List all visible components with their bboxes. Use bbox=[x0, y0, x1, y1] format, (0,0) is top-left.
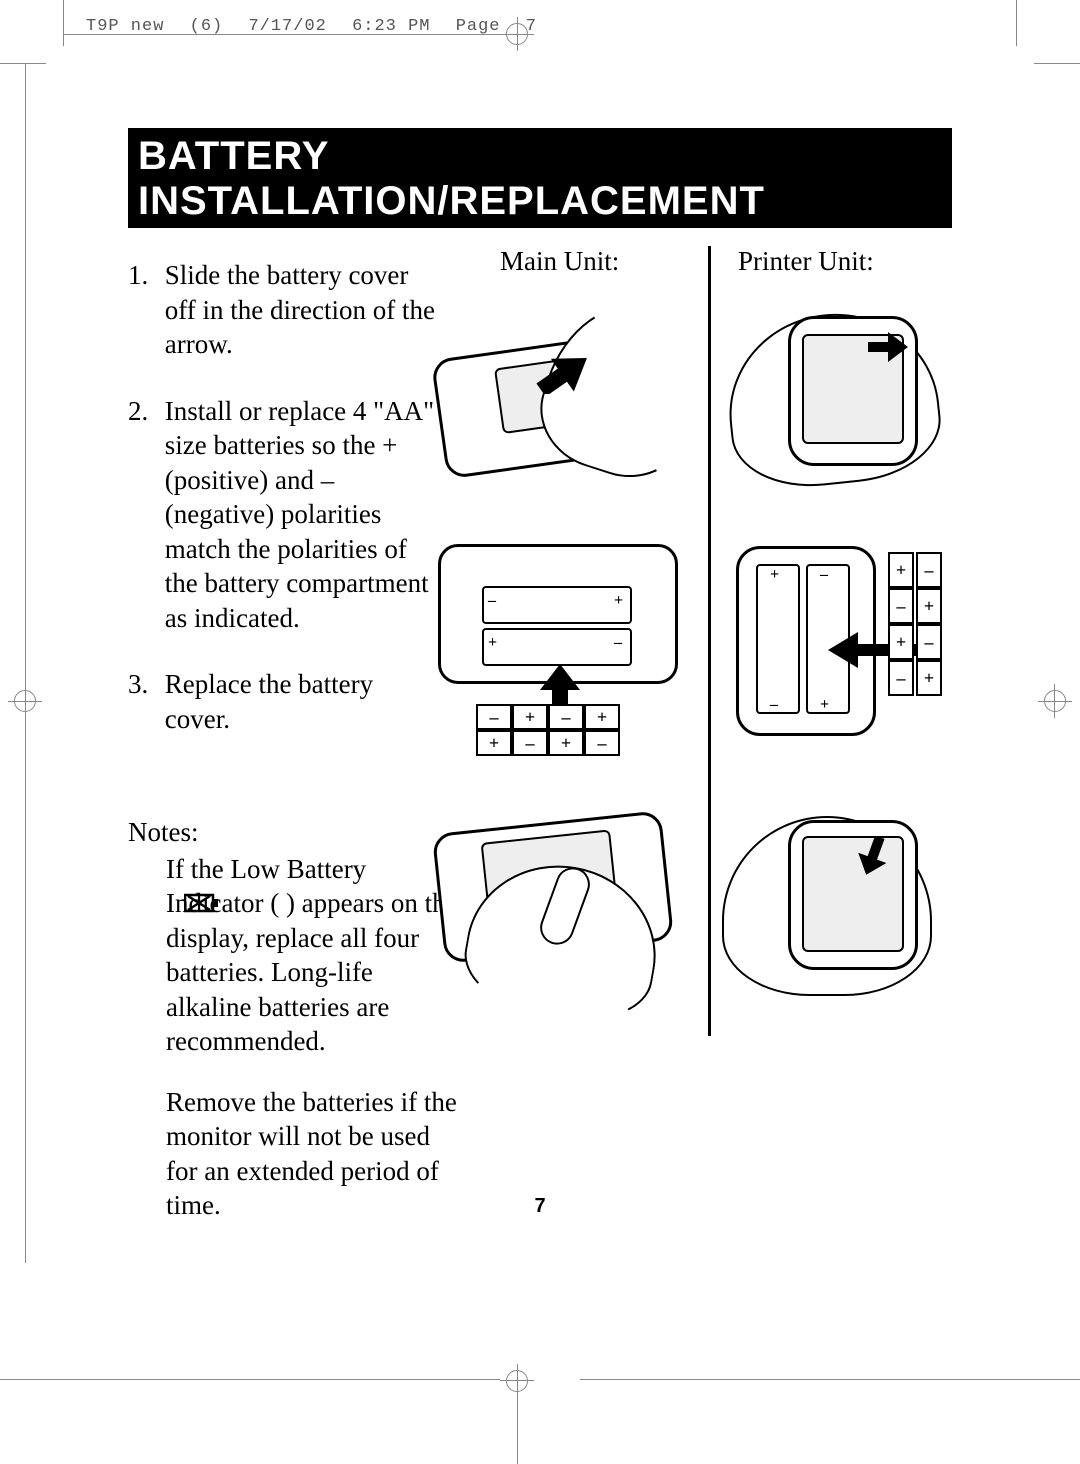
crop-mark bbox=[25, 63, 26, 684]
content-area: BATTERY INSTALLATION/REPLACEMENT 1. Slid… bbox=[128, 128, 952, 246]
step-number: 3. bbox=[128, 667, 158, 702]
section-title: BATTERY INSTALLATION/REPLACEMENT bbox=[128, 128, 952, 228]
note-text: If the Low Battery Indicator ( ) appears… bbox=[166, 854, 458, 1057]
polarity-diagram: – + – + bbox=[916, 552, 942, 696]
slug-page-no: 7 bbox=[526, 17, 537, 36]
polarity-cell: – bbox=[476, 704, 512, 730]
fig-printer-step3 bbox=[728, 796, 948, 996]
arrow-icon bbox=[868, 332, 908, 362]
polarity-cell: – bbox=[548, 704, 584, 730]
notes-heading: Notes: bbox=[128, 817, 448, 848]
crop-mark bbox=[1034, 63, 1080, 64]
registration-mark bbox=[25, 684, 26, 718]
polarity-cell: + bbox=[476, 730, 512, 756]
column-separator bbox=[708, 246, 711, 1036]
slug-rev: (6) bbox=[190, 17, 224, 36]
step-text: Replace the battery cover. bbox=[165, 667, 445, 736]
crop-mark bbox=[63, 0, 64, 46]
step-text: Slide the battery cover off in the direc… bbox=[165, 258, 445, 362]
note-1: If the Low Battery Indicator ( ) appears… bbox=[166, 852, 458, 1059]
step-2: 2. Install or replace 4 "AA" size batter… bbox=[128, 394, 448, 636]
polarity-diagram: – + – + bbox=[476, 704, 620, 730]
registration-mark bbox=[1038, 701, 1072, 702]
fig-printer-step2: + – – + + – + – – + bbox=[728, 536, 948, 756]
crop-mark bbox=[517, 1398, 518, 1464]
slug-page-word: Page bbox=[456, 17, 501, 36]
fig-main-step1 bbox=[428, 284, 688, 484]
crop-mark bbox=[0, 63, 46, 64]
crop-mark bbox=[25, 718, 26, 1263]
polarity-diagram: + – + – bbox=[476, 730, 620, 756]
instructions-column: 1. Slide the battery cover off in the di… bbox=[128, 246, 448, 1249]
fig-main-step2: – + + – – + – + + bbox=[428, 536, 688, 756]
fig-printer-step1 bbox=[728, 284, 948, 484]
main-unit-heading: Main Unit: bbox=[500, 246, 619, 277]
printer-unit-heading: Printer Unit: bbox=[738, 246, 874, 277]
step-text: Install or replace 4 "AA" size batteries… bbox=[165, 394, 445, 636]
polarity-cell: + bbox=[512, 704, 548, 730]
polarity-diagram: + – + – bbox=[888, 552, 914, 696]
page: T9P new (6) 7/17/02 6:23 PM Page 7 BATTE… bbox=[0, 0, 1080, 1464]
step-number: 1. bbox=[128, 258, 158, 293]
page-number: 7 bbox=[0, 1195, 1080, 1218]
crop-mark bbox=[1016, 0, 1017, 46]
polarity-cell: – bbox=[584, 730, 620, 756]
low-battery-icon bbox=[184, 888, 220, 923]
arrow-icon bbox=[858, 836, 888, 876]
registration-mark bbox=[517, 1364, 518, 1398]
step-1: 1. Slide the battery cover off in the di… bbox=[128, 258, 448, 362]
registration-mark bbox=[1054, 684, 1055, 718]
crop-mark bbox=[0, 1379, 500, 1380]
fig-main-step3 bbox=[428, 796, 688, 996]
crop-mark bbox=[580, 1379, 1080, 1380]
polarity-cell: + bbox=[584, 704, 620, 730]
polarity-cell: – bbox=[512, 730, 548, 756]
slug-line: T9P new (6) 7/17/02 6:23 PM Page 7 bbox=[86, 17, 551, 36]
polarity-cell: + bbox=[548, 730, 584, 756]
slug-date: 7/17/02 bbox=[248, 17, 326, 36]
arrow-icon bbox=[536, 354, 592, 394]
slug-time: 6:23 PM bbox=[352, 17, 430, 36]
step-number: 2. bbox=[128, 394, 158, 429]
step-3: 3. Replace the battery cover. bbox=[128, 667, 448, 736]
slug-file: T9P new bbox=[86, 17, 164, 36]
